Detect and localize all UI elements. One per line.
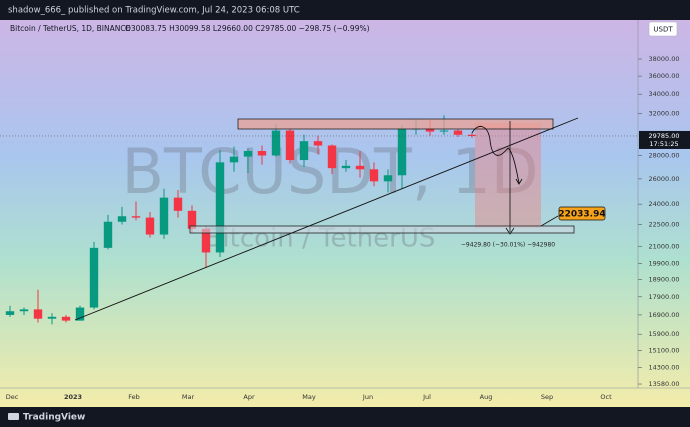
brand-logo	[8, 413, 19, 420]
candle-body	[5, 311, 15, 315]
x-tick-label: Apr	[243, 393, 255, 401]
last-price-box	[639, 130, 690, 149]
y-tick-label: 18900.00	[648, 276, 679, 284]
measure-box	[475, 123, 541, 228]
x-tick-label: Sep	[541, 393, 553, 401]
candle-body	[439, 130, 449, 132]
time-axis: Dec 2023 Feb Mar Apr May Jun Jul Aug Sep Oct	[6, 393, 612, 401]
x-tick-label: 2023	[64, 393, 82, 401]
y-tick-label: 26000.00	[648, 175, 679, 183]
candle-body	[383, 175, 393, 182]
target-pointer	[540, 215, 559, 227]
x-tick-label: Dec	[6, 393, 19, 401]
candle-body	[33, 309, 43, 319]
x-tick-label: Oct	[600, 393, 612, 401]
y-tick-label: 13580.00	[648, 380, 679, 388]
candle-body	[257, 151, 267, 156]
candle-body	[89, 247, 99, 308]
x-tick-label: Mar	[182, 393, 195, 401]
candle-body	[341, 165, 351, 169]
y-tick-label: 17900.00	[648, 293, 679, 301]
candle-body	[467, 134, 477, 136]
y-tick-label: 32000.00	[648, 109, 679, 117]
measure-arrow-head	[505, 227, 515, 235]
candle-body	[313, 141, 323, 146]
candle-body	[61, 316, 71, 321]
candle-body	[271, 130, 281, 156]
candle-body	[355, 165, 365, 170]
y-tick-label: 24000.00	[648, 200, 679, 208]
x-tick-label: Feb	[128, 393, 140, 401]
currency: USDT	[653, 26, 673, 34]
projection-arrow-head	[515, 178, 523, 185]
footer-bar	[0, 407, 690, 427]
x-tick-label: Jun	[362, 393, 373, 401]
candle-body	[19, 309, 29, 312]
candle-body	[397, 128, 407, 176]
y-tick-label: 28000.00	[648, 151, 679, 159]
candle-body	[453, 130, 463, 135]
y-tick-label: 15900.00	[648, 330, 679, 338]
publisher: shadow_666_ published on TradingView.com…	[8, 6, 300, 16]
candle-body	[327, 145, 337, 169]
candle-body	[131, 216, 141, 218]
candle-body	[243, 151, 253, 157]
y-tick-label: 19900.00	[648, 259, 679, 267]
candle-body	[173, 197, 183, 211]
price-axis: 38000.00 36000.00 34000.00 32000.00 28000.00…	[638, 55, 690, 388]
trend-line	[74, 117, 579, 321]
symbol: Bitcoin / TetherUS, 1D, BINANCE	[10, 24, 131, 33]
candle-body	[103, 221, 113, 248]
countdown: 17:51:25	[649, 140, 678, 148]
y-tick-label: 16900.00	[648, 311, 679, 319]
y-tick-label: 15100.00	[648, 347, 679, 355]
candle-body	[75, 307, 85, 321]
currency-box[interactable]	[648, 21, 678, 37]
candle-body	[215, 162, 225, 253]
candle-body	[145, 217, 155, 235]
x-tick-label: May	[302, 393, 316, 401]
x-tick-label: Jul	[422, 393, 431, 401]
x-tick-label: Aug	[480, 393, 493, 401]
brand: TradingView	[23, 413, 85, 423]
ohlc: O30083.75 H30099.58 L29660.00 C29785.00 …	[125, 24, 370, 33]
candle-body	[201, 228, 211, 253]
y-tick-label: 21000.00	[648, 242, 679, 250]
y-tick-label: 34000.00	[648, 90, 679, 98]
candle-body	[187, 210, 197, 229]
candle-body	[117, 216, 127, 222]
target-label: 22033.94	[558, 210, 605, 220]
measure-label: −9429.80 (−30.01%) −942980	[461, 242, 555, 249]
candle-body	[299, 141, 309, 161]
target-label-box	[558, 206, 606, 221]
y-tick-label: 38000.00	[648, 55, 679, 63]
candle-body	[369, 169, 379, 182]
candle-body	[159, 197, 169, 235]
last-price-label: 29785.00	[648, 132, 679, 140]
y-tick-label: 36000.00	[648, 72, 679, 80]
y-tick-label: 22500.00	[648, 221, 679, 229]
candle-body	[425, 128, 435, 132]
plot	[0, 115, 638, 325]
drawings: 22033.94 −9429.80 (−30.01%) −942980	[74, 117, 606, 321]
candle-body	[47, 316, 57, 319]
top-bar	[0, 0, 690, 20]
candle-body	[229, 156, 239, 163]
resistance-zone	[237, 118, 554, 130]
projection-path	[471, 125, 520, 184]
y-tick-label: 14300.00	[648, 364, 679, 372]
support-zone	[189, 225, 575, 234]
candle-body	[285, 130, 295, 161]
